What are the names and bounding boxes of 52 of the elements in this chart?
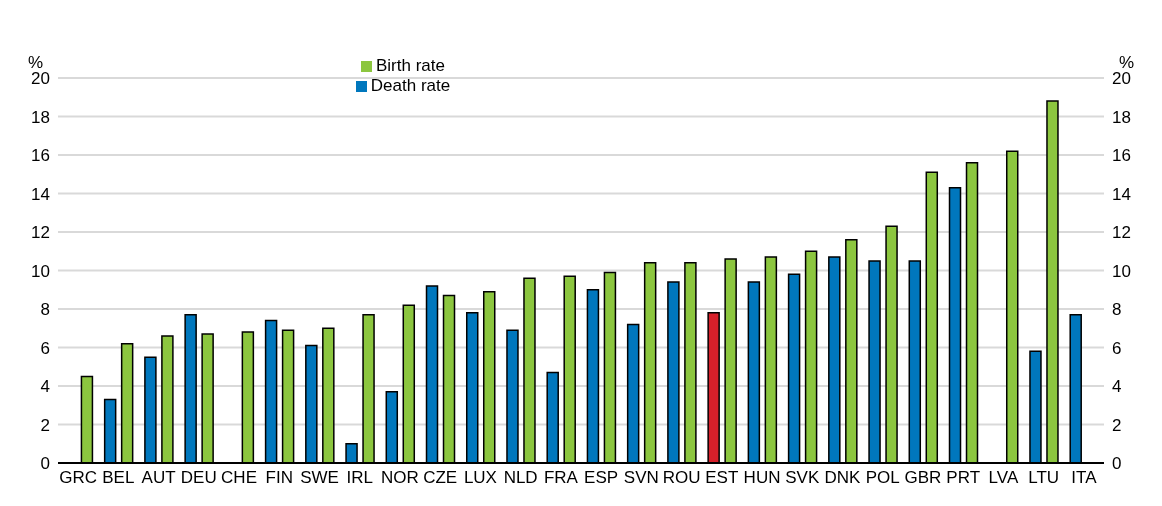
- y-tick-label: 0: [40, 454, 50, 474]
- x-tick-label: LUX: [463, 468, 497, 488]
- y-tick-label: 12: [31, 223, 50, 243]
- x-tick-label: LTU: [1028, 468, 1060, 488]
- x-tick-label: GBR: [904, 468, 942, 488]
- x-tick-label: BEL: [102, 468, 135, 488]
- y-tick-label: 6: [40, 338, 50, 358]
- x-tick-label: NLD: [503, 468, 538, 488]
- y2-tick-label: 0: [1112, 454, 1122, 474]
- x-tick-label: SVN: [623, 468, 659, 488]
- y2-tick-label: 14: [1112, 184, 1131, 204]
- legend-label: Birth rate: [376, 56, 445, 75]
- x-tick-label: SWE: [300, 468, 339, 488]
- x-tick-label: DNK: [824, 468, 862, 488]
- x-tick-label: LVA: [988, 468, 1019, 488]
- x-tick-label: FIN: [265, 468, 293, 488]
- y-tick-label: 8: [40, 300, 50, 320]
- y2-tick-label: 6: [1112, 338, 1122, 358]
- y-tick-label: 18: [31, 107, 50, 127]
- y-axis-title: %: [27, 53, 44, 72]
- x-tick-label: ROU: [662, 468, 701, 488]
- y-tick-label: 16: [31, 146, 50, 166]
- y2-tick-label: 8: [1112, 300, 1122, 320]
- x-tick-label: FRA: [543, 468, 579, 488]
- x-tick-label: PRT: [946, 468, 981, 488]
- y-tick-label: 20: [31, 69, 50, 89]
- x-tick-label: POL: [865, 468, 900, 488]
- y2-tick-label: 18: [1112, 107, 1131, 127]
- y2-tick-label: 4: [1112, 377, 1122, 397]
- x-tick-label: IRL: [346, 468, 373, 488]
- y2-tick-label: 12: [1112, 223, 1131, 243]
- y-tick-label: 10: [31, 261, 50, 281]
- y2-axis-title: %: [1118, 53, 1135, 72]
- y2-tick-label: 16: [1112, 146, 1131, 166]
- x-tick-label: ESP: [584, 468, 619, 488]
- y2-tick-label: 10: [1112, 261, 1131, 281]
- x-tick-label: ITA: [1071, 468, 1098, 488]
- y-tick-label: 2: [40, 415, 50, 435]
- y2-tick-label: 2: [1112, 415, 1122, 435]
- y-tick-label: 14: [31, 184, 50, 204]
- y2-tick-label: 20: [1112, 69, 1131, 89]
- x-tick-label: DEU: [180, 468, 217, 488]
- legend-label: Death rate: [370, 76, 451, 95]
- x-tick-label: SVK: [785, 468, 820, 488]
- x-tick-label: CZE: [423, 468, 458, 488]
- y-tick-label: 4: [40, 377, 50, 397]
- x-tick-label: NOR: [381, 468, 419, 488]
- x-tick-label: EST: [705, 468, 739, 488]
- x-tick-label: AUT: [141, 468, 176, 488]
- x-tick-label: HUN: [743, 468, 781, 488]
- x-tick-label: GRC: [59, 468, 98, 488]
- x-tick-label: CHE: [221, 468, 257, 488]
